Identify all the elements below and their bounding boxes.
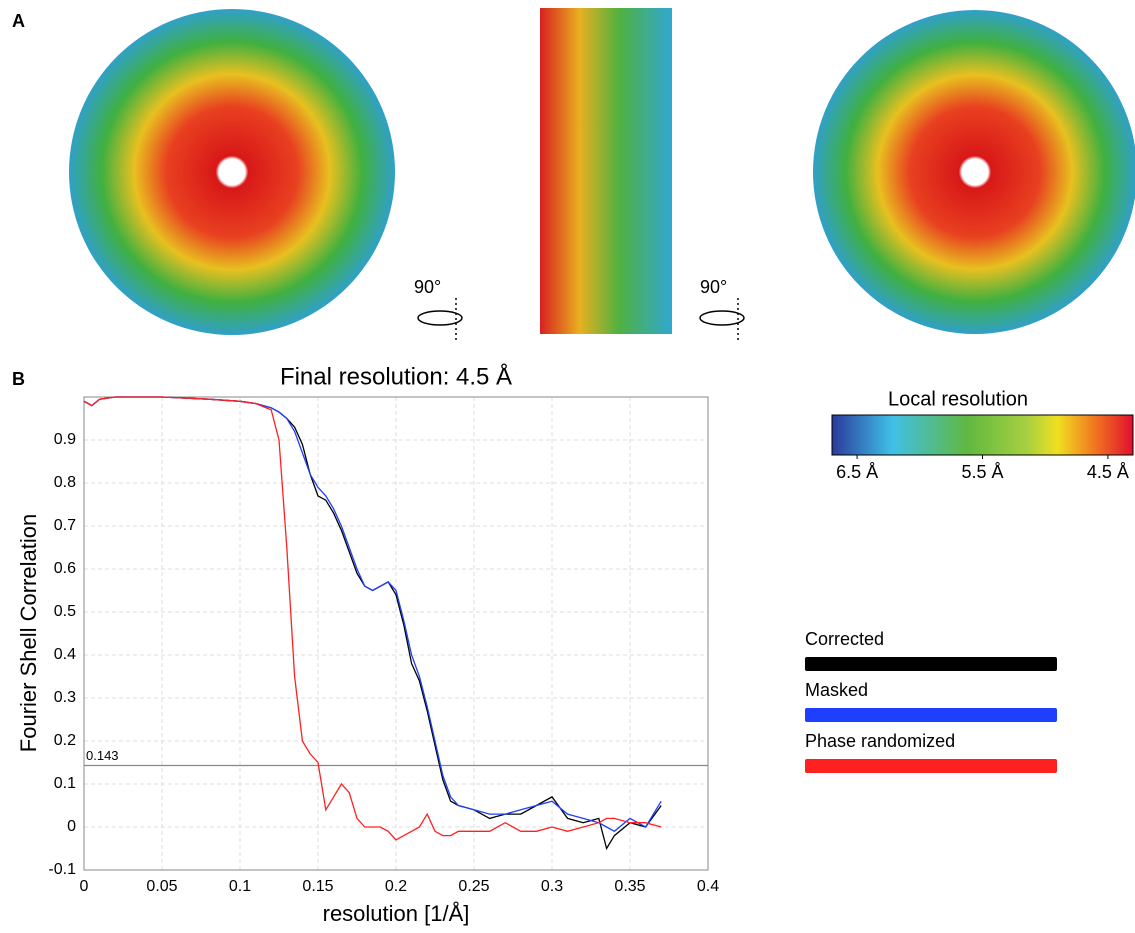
rotation-label: 90° [414,277,441,297]
legend-label: Phase randomized [805,731,955,751]
fsc-line [83,396,662,841]
x-axis-label: resolution [1/Å] [323,901,470,926]
x-tick-label: 0.2 [385,878,407,895]
y-tick-label: 0.4 [54,646,76,663]
legend-swatch [805,657,1057,671]
x-tick-label: 0 [80,878,89,895]
x-tick-label: 0.3 [541,878,563,895]
x-tick-label: 0.15 [302,878,333,895]
chart-title: Final resolution: 4.5 Å [280,362,512,390]
y-tick-label: 0.1 [54,775,76,792]
y-tick-label: 0.2 [54,732,76,749]
colorbar-tick-label: 5.5 Å [961,462,1003,482]
y-tick-label: 0 [67,818,76,835]
legend-label: Masked [805,680,868,700]
fsc-line [83,396,662,833]
y-axis-label: Fourier Shell Correlation [16,514,41,752]
y-tick-label: -0.1 [48,861,76,878]
legend-swatch [805,759,1057,773]
y-tick-label: 0.5 [54,603,76,620]
colorbar-title: Local resolution [888,388,1028,410]
panel-label: B [12,369,25,389]
x-tick-label: 0.35 [614,878,645,895]
colorbar-tick-label: 6.5 Å [836,462,878,482]
x-tick-label: 0.05 [146,878,177,895]
density-map-top [69,9,395,335]
colorbar-tick-label: 4.5 Å [1087,462,1129,482]
fsc-line [83,396,662,851]
rotation-icon [417,298,745,340]
panel-label: A [12,11,25,31]
legend-label: Corrected [805,629,884,649]
y-tick-label: 0.3 [54,689,76,706]
rotation-label: 90° [700,277,727,297]
x-tick-label: 0.4 [697,878,719,895]
plot-frame [83,396,709,871]
density-map-bottom [813,10,1135,334]
legend-swatch [805,708,1057,722]
y-tick-label: 0.8 [54,474,76,491]
density-map-side [540,8,672,334]
threshold-label: 0.143 [86,748,119,763]
y-tick-label: 0.6 [54,560,76,577]
colorbar [831,414,1134,456]
y-tick-label: 0.7 [54,517,76,534]
x-tick-label: 0.25 [458,878,489,895]
x-tick-label: 0.1 [229,878,251,895]
y-tick-label: 0.9 [54,431,76,448]
